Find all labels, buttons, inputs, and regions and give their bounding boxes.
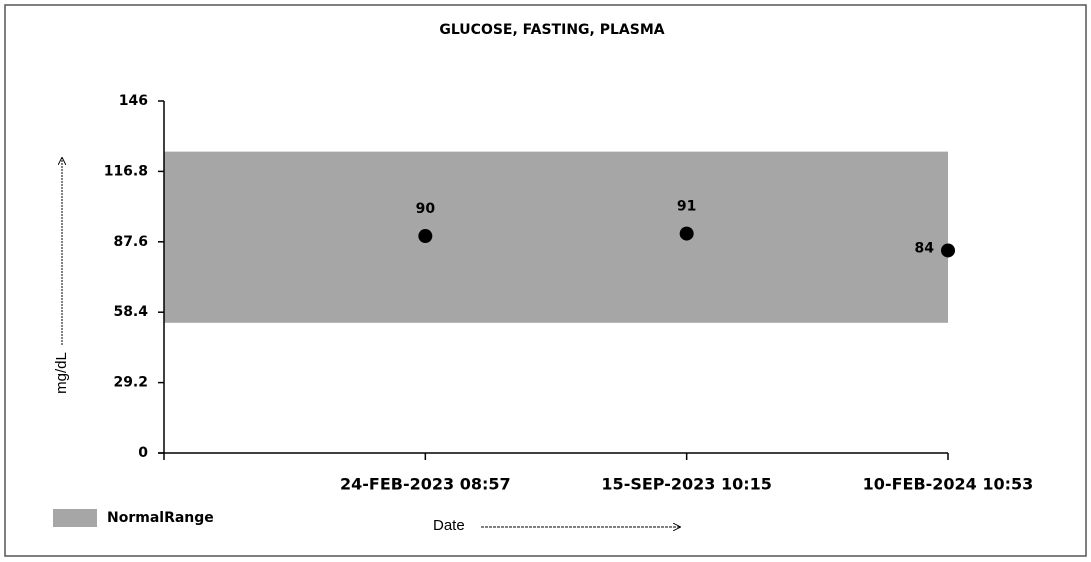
normal-range-band xyxy=(164,151,948,323)
x-tick-label: 24-FEB-2023 08:57 xyxy=(340,475,511,494)
y-tick-label: 116.8 xyxy=(104,163,148,179)
data-point xyxy=(679,226,694,241)
y-tick-label: 29.2 xyxy=(113,375,148,391)
y-tick-label: 87.6 xyxy=(113,234,148,250)
x-axis-title: Date xyxy=(433,517,465,534)
legend-label: NormalRange xyxy=(107,510,214,526)
y-tick-label: 0 xyxy=(138,445,148,461)
x-tick-label: 10-FEB-2024 10:53 xyxy=(863,475,1034,494)
x-tick-label: 15-SEP-2023 10:15 xyxy=(601,475,771,494)
data-label: 84 xyxy=(915,240,935,256)
data-point xyxy=(941,243,955,258)
data-label: 91 xyxy=(677,199,696,215)
chart-title: GLUCOSE, FASTING, PLASMA xyxy=(439,22,664,38)
data-label: 90 xyxy=(416,201,436,217)
y-tick-label: 58.4 xyxy=(113,304,148,320)
data-point xyxy=(418,229,433,244)
y-axis-title: mg/dL xyxy=(53,352,70,394)
y-tick-label: 146 xyxy=(119,93,148,109)
legend-swatch xyxy=(53,509,97,527)
